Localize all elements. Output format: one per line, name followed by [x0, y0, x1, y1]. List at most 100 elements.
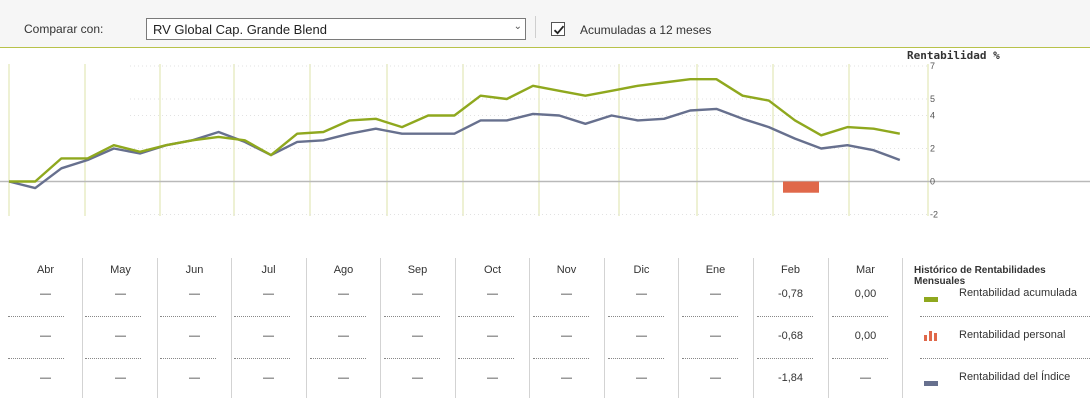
table-cell: —	[636, 330, 647, 342]
month-header: Dic	[633, 264, 650, 276]
row-divider	[920, 358, 1090, 359]
row-divider	[832, 358, 888, 359]
table-cell: —	[636, 288, 647, 300]
month-header: Jun	[185, 264, 204, 276]
month-header: Ago	[333, 264, 354, 276]
row-divider	[234, 316, 290, 317]
compare-toolbar: Comparar con: RV Global Cap. Grande Blen…	[0, 0, 1090, 48]
table-cell: —	[338, 372, 349, 384]
column-divider	[529, 258, 530, 398]
row-divider	[85, 316, 141, 317]
month-column: Dic — — —	[604, 258, 679, 398]
cumulative-return-line	[9, 78, 901, 183]
month-column: Jul — — —	[231, 258, 306, 398]
month-header: Jul	[261, 264, 276, 276]
column-divider	[82, 258, 83, 398]
table-cell: —	[115, 372, 126, 384]
checkmark-icon	[553, 25, 565, 35]
table-cell: —	[115, 330, 126, 342]
table-cell: —	[487, 330, 498, 342]
table-cell: -1,84	[777, 372, 804, 384]
table-cell: —	[263, 372, 274, 384]
legend-label: Rentabilidad personal	[959, 329, 1066, 341]
column-divider	[902, 258, 903, 398]
table-cell: —	[487, 288, 498, 300]
monthly-returns-table: Abr — — — May — — — Jun — — — Jul — — — Ago — — — Sep — — — Oct —…	[0, 258, 1090, 398]
row-divider	[608, 358, 664, 359]
gray-line-icon	[924, 377, 938, 389]
toolbar-divider	[535, 16, 536, 38]
chart-title: Rentabilidad %	[907, 49, 1000, 62]
row-divider	[8, 316, 64, 317]
month-header: May	[110, 264, 131, 276]
month-header: Abr	[36, 264, 55, 276]
green-line-icon	[924, 293, 938, 305]
compare-select[interactable]: RV Global Cap. Grande Blend ⌄	[146, 18, 526, 40]
y-tick-label: 2	[930, 144, 935, 154]
month-column: Ene — — —	[678, 258, 753, 398]
month-column: Abr — — —	[8, 258, 83, 398]
table-cell: —	[561, 330, 572, 342]
column-divider	[380, 258, 381, 398]
personal-return-bar	[783, 181, 819, 193]
table-cell: —	[487, 372, 498, 384]
y-tick-label: 0	[930, 177, 935, 187]
row-divider	[458, 358, 514, 359]
row-divider	[8, 358, 64, 359]
table-cell: —	[263, 330, 274, 342]
table-cell: —	[860, 372, 871, 384]
legend-label: Rentabilidad del Índice	[959, 371, 1071, 383]
row-divider	[160, 316, 216, 317]
column-divider	[231, 258, 232, 398]
row-divider	[920, 316, 1090, 317]
cumulative-checkbox-label: Acumuladas a 12 meses	[580, 23, 712, 37]
row-divider	[384, 358, 440, 359]
row-divider	[310, 358, 366, 359]
month-column: Oct — — —	[455, 258, 530, 398]
column-divider	[678, 258, 679, 398]
row-divider	[160, 358, 216, 359]
month-column: May — — —	[83, 258, 158, 398]
table-cell: —	[40, 372, 51, 384]
row-divider	[757, 316, 813, 317]
table-cell: —	[561, 288, 572, 300]
row-divider	[757, 358, 813, 359]
table-cell: —	[115, 288, 126, 300]
history-title: Histórico de Rentabilidades Mensuales	[914, 265, 1046, 287]
row-divider	[533, 358, 589, 359]
y-tick-label: 4	[930, 111, 935, 121]
row-divider	[608, 316, 664, 317]
compare-label: Comparar con:	[24, 22, 104, 36]
month-header: Nov	[556, 264, 577, 276]
legend-label: Rentabilidad acumulada	[959, 287, 1078, 299]
month-header: Mar	[856, 264, 875, 276]
table-cell: —	[710, 330, 721, 342]
chevron-down-icon: ⌄	[513, 21, 522, 32]
row-divider	[310, 316, 366, 317]
cumulative-checkbox[interactable]	[551, 22, 565, 36]
month-header: Feb	[781, 264, 800, 276]
row-divider	[458, 316, 514, 317]
column-divider	[157, 258, 158, 398]
table-cell: —	[412, 330, 423, 342]
table-cell: —	[338, 330, 349, 342]
table-cell: -0,78	[777, 288, 804, 300]
month-column: Jun — — —	[157, 258, 232, 398]
table-cell: 0,00	[854, 288, 877, 300]
month-column: Nov — — —	[529, 258, 604, 398]
row-divider	[533, 316, 589, 317]
row-divider	[682, 358, 738, 359]
table-cell: —	[189, 330, 200, 342]
bar-chart-icon	[924, 331, 938, 344]
month-header: Oct	[483, 264, 502, 276]
y-tick-label: 7	[930, 61, 935, 71]
table-cell: —	[40, 330, 51, 342]
column-divider	[828, 258, 829, 398]
row-divider	[234, 358, 290, 359]
y-tick-label: 5	[930, 94, 935, 104]
table-cell: —	[40, 288, 51, 300]
table-cell: —	[710, 288, 721, 300]
table-cell: —	[263, 288, 274, 300]
table-cell: —	[412, 372, 423, 384]
table-cell: —	[710, 372, 721, 384]
